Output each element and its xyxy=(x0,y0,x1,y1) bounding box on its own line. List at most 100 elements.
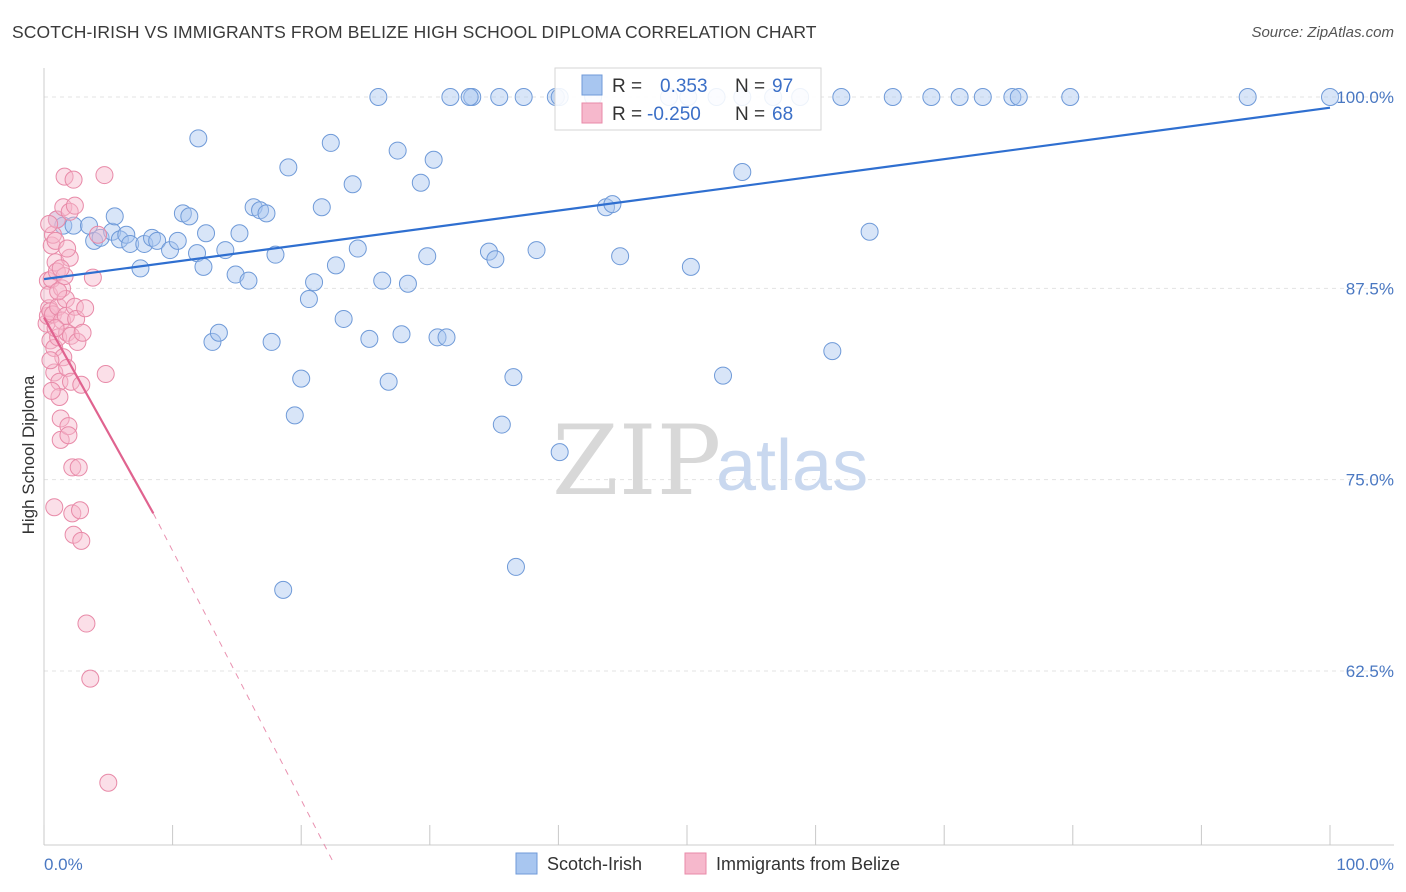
scotch-irish-point xyxy=(161,241,180,260)
x-tick-label-max: 100.0% xyxy=(1336,855,1394,874)
stats-r-label-belize: R = xyxy=(612,104,642,125)
scotch-irish-point xyxy=(437,328,456,347)
scotch-irish-point xyxy=(131,259,150,278)
y-tick-label: 100.0% xyxy=(1336,88,1394,107)
belize-point xyxy=(59,417,78,436)
scotch-irish-point xyxy=(348,239,367,258)
belize-point xyxy=(41,351,60,370)
scotch-irish-point xyxy=(950,88,969,106)
belize-point xyxy=(63,458,82,477)
scotch-irish-point xyxy=(681,257,700,276)
watermark: ZIP atlas xyxy=(552,405,868,517)
belize-point xyxy=(72,531,91,550)
scotch-irish-point xyxy=(64,216,83,235)
scotch-irish-point xyxy=(266,245,285,264)
stats-r-value-scotch-irish: 0.353 xyxy=(660,76,708,97)
scotch-irish-point xyxy=(197,224,216,243)
scotch-irish-point xyxy=(492,415,511,434)
x-tick-labels: 0.0% 100.0% xyxy=(44,855,1394,874)
scotch-irish-point xyxy=(922,88,941,106)
stats-swatch-scotch-irish xyxy=(581,74,603,96)
stats-box: R = 0.353 N = 97 R = -0.250 N = 68 xyxy=(554,67,822,131)
scotch-irish-point xyxy=(441,88,460,106)
belize-point xyxy=(42,381,61,400)
belize-trendline xyxy=(43,316,155,514)
scotch-irish-point xyxy=(1321,88,1339,106)
scotch-irish-point xyxy=(504,368,523,387)
scotch-irish-point xyxy=(209,323,228,342)
scotch-irish-point xyxy=(418,247,437,266)
scotch-irish-point xyxy=(239,271,258,290)
chart-source: Source: ZipAtlas.com xyxy=(1251,24,1394,41)
scotch-irish-point xyxy=(203,332,222,351)
legend: Scotch-Irish Immigrants from Belize xyxy=(515,852,900,875)
scotch-irish-point xyxy=(832,88,851,106)
stats-r-label-scotch-irish: R = xyxy=(612,76,642,97)
stats-n-label-belize: N = xyxy=(735,104,765,125)
scotch-irish-point xyxy=(860,222,879,241)
scotch-irish-point xyxy=(514,88,533,106)
scotch-irish-point xyxy=(379,372,398,391)
belize-point xyxy=(69,458,88,477)
scotch-irish-point xyxy=(550,443,569,462)
belize-point xyxy=(76,299,95,318)
belize-trendline-extension xyxy=(152,513,334,863)
scotch-irish-point xyxy=(312,198,331,217)
y-tick-label: 62.5% xyxy=(1346,662,1394,681)
scotch-irish-point xyxy=(285,406,304,425)
scotch-irish-point xyxy=(486,250,505,269)
scotch-irish-point xyxy=(299,290,318,309)
watermark-zip: ZIP xyxy=(552,405,721,517)
chart-title: SCOTCH-IRISH VS IMMIGRANTS FROM BELIZE H… xyxy=(12,22,817,42)
belize-point xyxy=(65,196,84,215)
y-tick-label: 87.5% xyxy=(1346,279,1394,298)
scotch-irish-point xyxy=(143,228,162,247)
belize-point xyxy=(77,614,96,633)
trendlines xyxy=(43,106,1331,863)
belize-point xyxy=(73,323,92,342)
scotch-irish-point xyxy=(230,224,249,243)
scotch-irish-point xyxy=(305,273,324,292)
belize-point xyxy=(68,332,87,351)
belize-point xyxy=(58,239,77,258)
scotch-irish-point xyxy=(148,231,167,250)
stats-n-value-belize: 68 xyxy=(772,104,793,125)
scotch-irish-point xyxy=(479,242,498,261)
belize-point xyxy=(89,225,108,244)
belize-point xyxy=(96,365,115,384)
scotch-irish-point xyxy=(257,204,276,223)
x-tick-label-min: 0.0% xyxy=(44,855,83,874)
scotch-irish-point xyxy=(189,129,208,148)
scotch-irish-points xyxy=(47,88,1339,599)
scotch-irish-point xyxy=(262,332,281,351)
scotch-irish-point xyxy=(369,88,388,106)
scotch-irish-point xyxy=(733,163,752,182)
scotch-irish-point xyxy=(411,173,430,192)
scotch-irish-point xyxy=(103,222,122,241)
stats-r-value-belize: -0.250 xyxy=(647,104,701,125)
scotch-irish-point xyxy=(91,228,110,247)
belize-point xyxy=(59,426,78,445)
scotch-irish-point xyxy=(168,231,187,250)
belize-point xyxy=(60,202,79,221)
scotch-irish-point xyxy=(714,366,733,385)
belize-point xyxy=(64,170,83,189)
scotch-irish-point xyxy=(321,133,340,152)
scotch-irish-point xyxy=(1061,88,1080,106)
y-tick-labels: 62.5% 75.0% 87.5% 100.0% xyxy=(1336,88,1394,681)
scotch-irish-point xyxy=(1003,88,1022,106)
axes xyxy=(43,68,1394,846)
stats-swatch-belize xyxy=(581,102,603,124)
scotch-irish-point xyxy=(392,325,411,344)
scotch-irish-point xyxy=(428,328,447,347)
belize-points xyxy=(37,166,118,792)
belize-point xyxy=(51,409,70,428)
scotch-irish-point xyxy=(973,88,992,106)
scotch-irish-point xyxy=(117,225,136,244)
scotch-irish-point xyxy=(121,234,140,253)
scotch-irish-point xyxy=(110,230,129,249)
scotch-irish-point xyxy=(490,88,509,106)
y-tick-label: 75.0% xyxy=(1346,471,1394,490)
